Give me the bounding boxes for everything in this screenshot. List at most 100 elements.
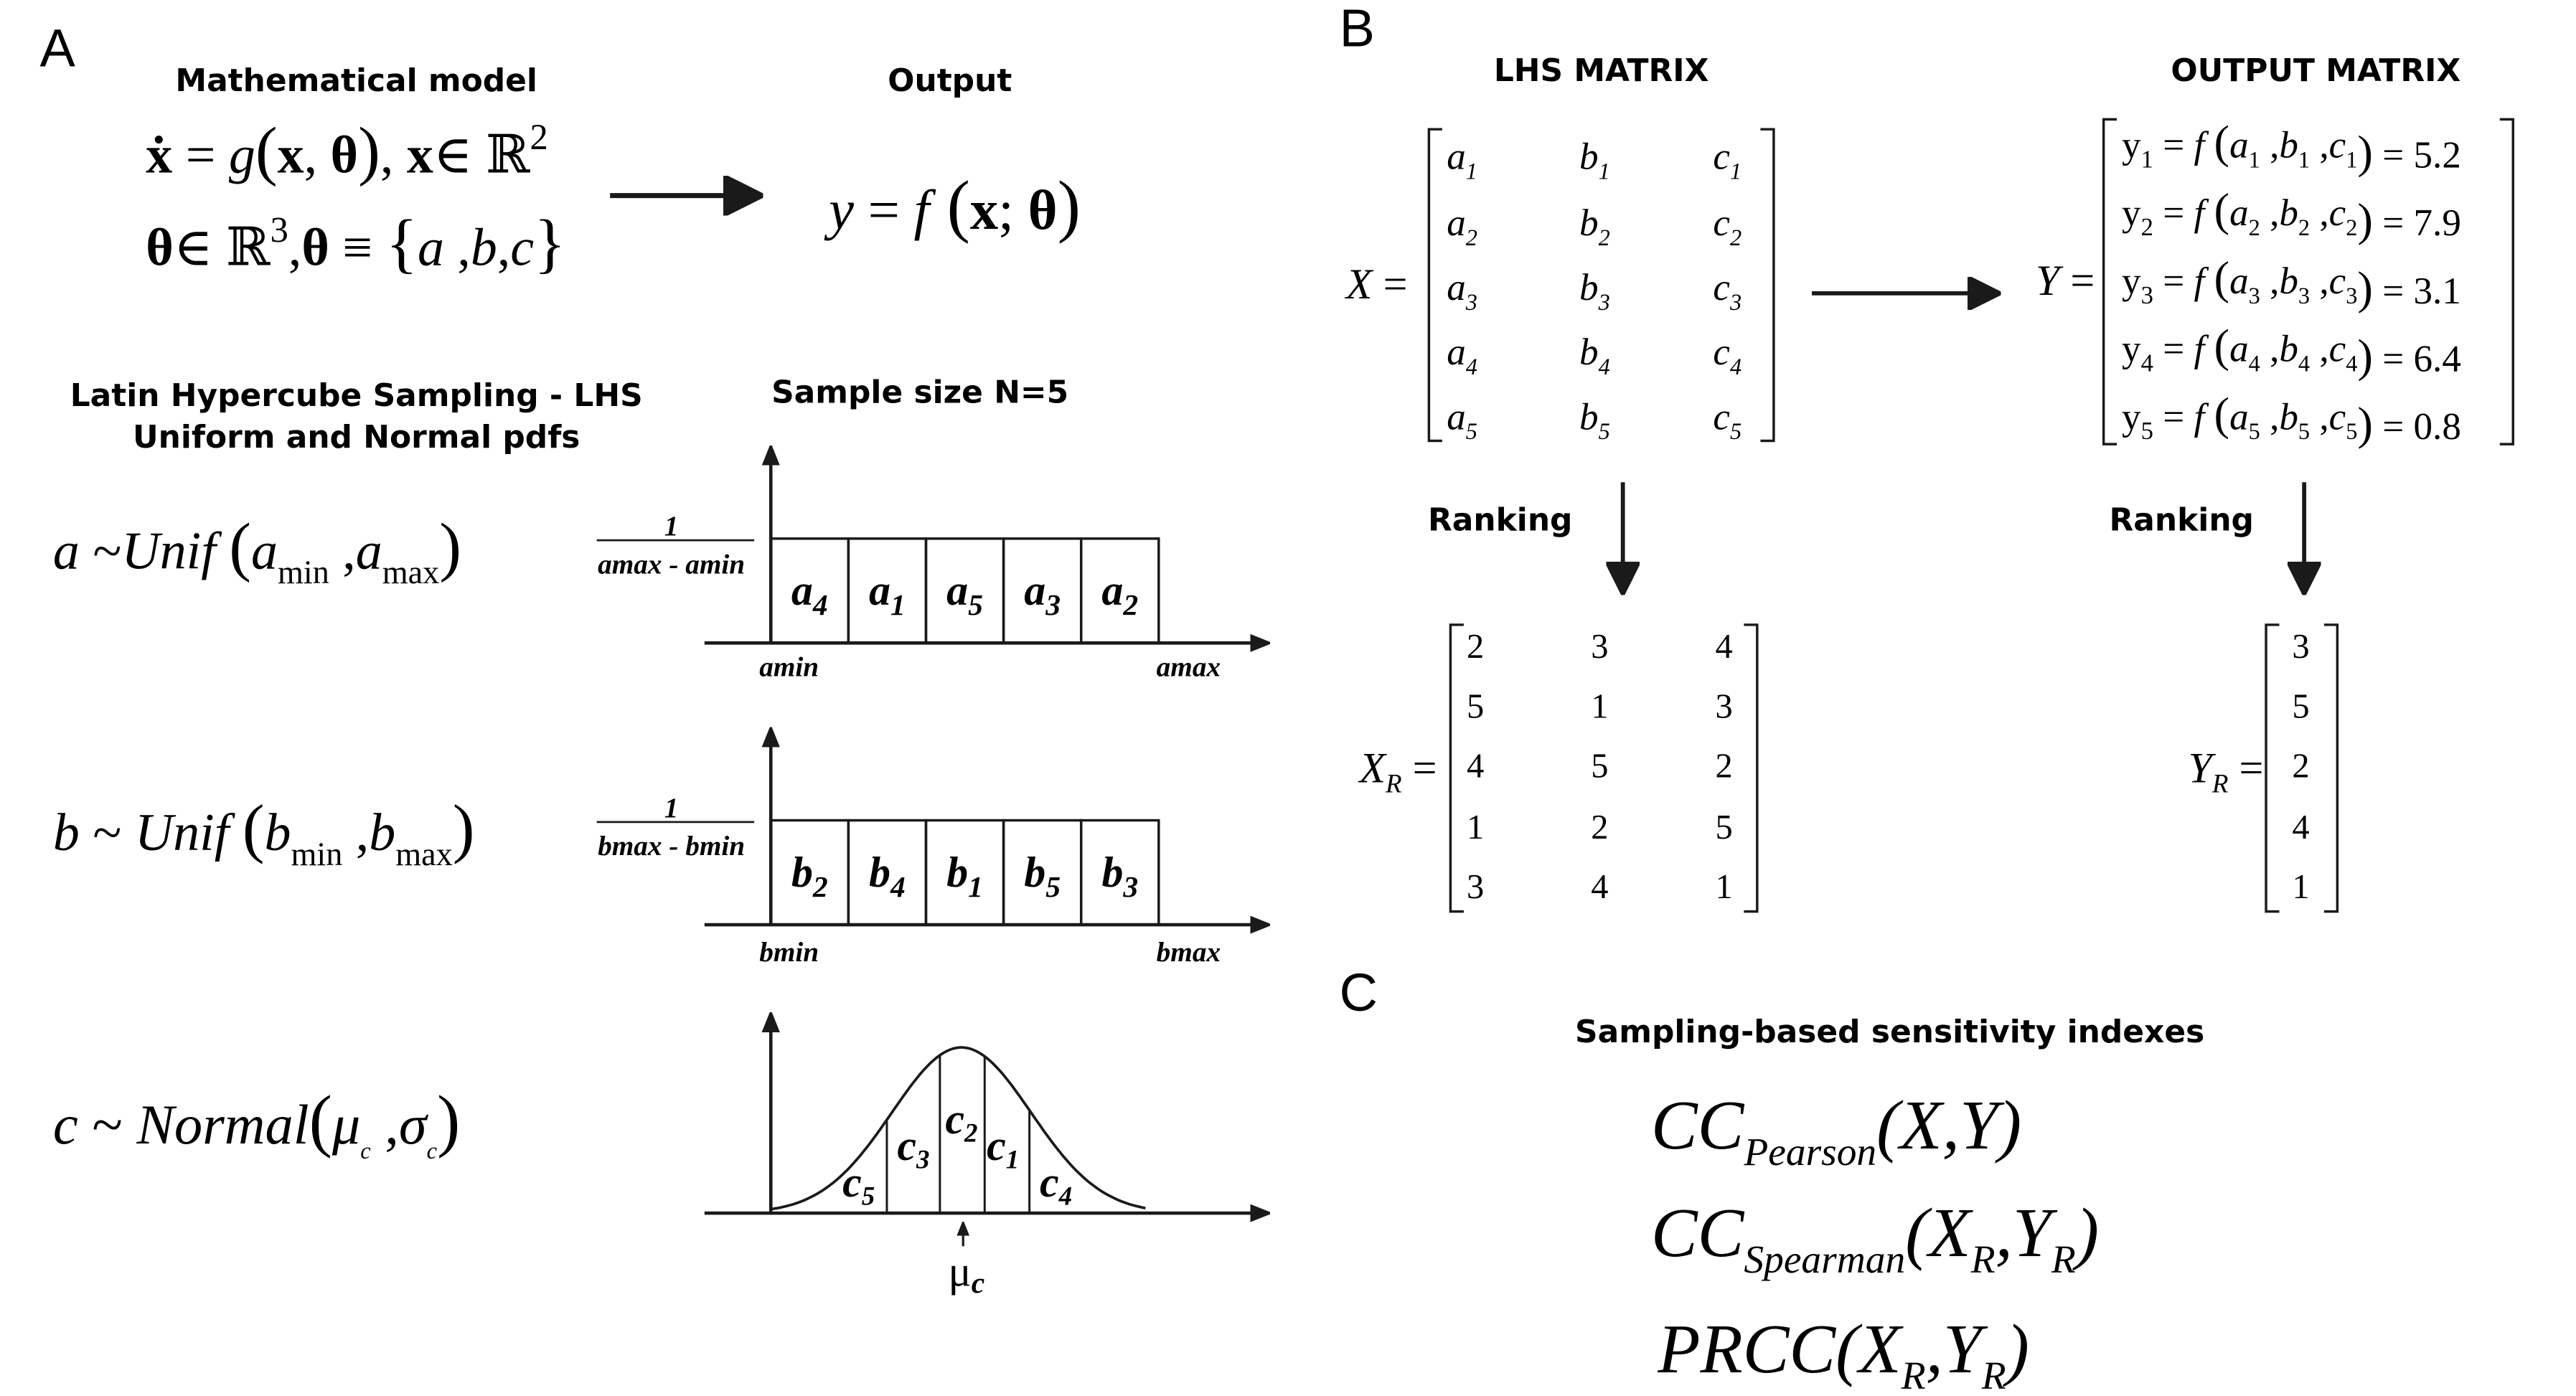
stratum-label: c5 (842, 1158, 875, 1211)
dist-c-equation: c ~ Normal(μc ,σc) (53, 1082, 460, 1164)
x-matrix-right-bracket (1760, 128, 1775, 443)
ranked-output-cell: 4 (2292, 808, 2309, 846)
index-prcc: PRCC(XR,YR) (1657, 1311, 2029, 1396)
ranked-output-cell: 2 (2292, 747, 2309, 785)
ranked-lhs-cell: 3 (1715, 687, 1732, 725)
a-density-denominator: amax - amin (598, 549, 745, 580)
ranked-output-vector-cells: 3 5 2 4 1 (2292, 628, 2309, 906)
lhs-matrix-cell: a3 (1447, 267, 1477, 315)
output-matrix-heading: OUTPUT MATRIX (2171, 52, 2460, 89)
stratum-label: c1 (987, 1121, 1019, 1174)
index-pearson: CCPearson(X,Y) (1651, 1087, 2021, 1174)
dist-a-equation: a ~Unif (amin ,amax) (53, 509, 461, 590)
output-matrix-row: y3 = f (a3 ,b3 ,c3) = 3.1 (2122, 252, 2461, 314)
panel-label-b: B (1340, 0, 1375, 58)
output-equation: y = f (x; θ) (824, 167, 1081, 244)
lhs-matrix-cell: b3 (1579, 267, 1610, 315)
ranking-left-label: Ranking (1428, 501, 1573, 538)
stratum-label: c4 (1040, 1158, 1072, 1211)
ranked-lhs-cell: 2 (1467, 628, 1484, 666)
b-density-numerator: 1 (664, 793, 679, 824)
ranked-lhs-cell: 1 (1467, 808, 1484, 846)
ranked-lhs-cell: 1 (1715, 868, 1732, 906)
y-matrix-right-bracket (2499, 118, 2514, 445)
ranked-lhs-matrix-cells: 2 3 4 5 1 3 4 5 2 1 2 5 3 4 1 (1467, 628, 1733, 906)
lhs-interval-label: a5 (946, 566, 983, 621)
uniform-b-plot: 1 bmax - bmin b2 b4 b1 b5 b3 bmin bmax (596, 729, 1269, 968)
output-matrix-row: y2 = f (a2 ,b2 ,c2) = 7.9 (2122, 184, 2461, 246)
lhs-interval-label: b4 (869, 848, 906, 903)
lhs-interval-label: a3 (1024, 566, 1061, 621)
ranked-lhs-cell: 3 (1591, 628, 1608, 666)
lhs-matrix-heading: LHS MATRIX (1494, 52, 1709, 89)
model-heading: Mathematical model (175, 62, 537, 99)
lhs-interval-label: b2 (791, 848, 828, 903)
x-matrix-label: X = (1345, 260, 1408, 308)
output-matrix-rows: y1 = f (a1 ,b1 ,c1) = 5.2y2 = f (a2 ,b2 … (2122, 115, 2461, 450)
lhs-matrix-cell: b5 (1579, 396, 1610, 444)
lhs-matrix-cell: c2 (1713, 202, 1741, 250)
b-max-label: bmax (1157, 937, 1221, 968)
ranked-lhs-cell: 5 (1467, 687, 1484, 725)
lhs-interval-label: a1 (869, 566, 906, 621)
x-matrix-left-bracket (1427, 128, 1442, 443)
output-heading: Output (888, 62, 1012, 99)
lhs-matrix-cell: b4 (1579, 331, 1610, 379)
a-blocks: a4 a1 a5 a3 a2 (769, 537, 1160, 645)
stratum-label: c2 (945, 1095, 977, 1148)
a-min-label: amin (759, 652, 819, 683)
ranking-right-label: Ranking (2109, 501, 2254, 538)
lhs-matrix-cell: b1 (1579, 136, 1610, 184)
xr-matrix-label: XR = (1358, 743, 1437, 798)
panel-label-c: C (1340, 963, 1378, 1022)
normal-c-plot: c5 c3 c2 c1 c4 μc (704, 1014, 1268, 1299)
xr-matrix-right-bracket (1744, 623, 1759, 913)
output-matrix-row: y4 = f (a4 ,b4 ,c4) = 6.4 (2122, 320, 2461, 382)
lhs-interval-box (1079, 819, 1160, 926)
c-strata-dividers (885, 1055, 1031, 1214)
lhs-matrix-cell: c4 (1713, 331, 1741, 379)
lhs-matrix-cell: b2 (1579, 202, 1610, 250)
lhs-matrix-cell: c5 (1713, 396, 1741, 444)
ranked-lhs-cell: 5 (1591, 747, 1608, 785)
b-blocks: b2 b4 b1 b5 b3 (769, 819, 1160, 926)
lhs-matrix-cells: a1 b1 c1 a2 b2 c2 a3 b3 c3 a4 b4 c4 a5 b5 c5 (1447, 136, 1741, 445)
lhs-interval-label: a4 (791, 566, 828, 621)
lhs-matrix-cell: a4 (1447, 331, 1477, 379)
yr-vector-left-bracket (2265, 623, 2280, 913)
normal-density-curve (770, 1046, 1146, 1211)
lhs-matrix-cell: a1 (1447, 136, 1477, 184)
ranked-output-cell: 5 (2292, 687, 2309, 725)
lhs-matrix-cell: c3 (1713, 267, 1741, 315)
yr-vector-label: YR = (2188, 743, 2263, 798)
ranked-lhs-cell: 5 (1715, 808, 1732, 846)
lhs-matrix-cell: a2 (1447, 202, 1477, 250)
b-min-label: bmin (759, 937, 819, 968)
lhs-subtitle: Uniform and Normal pdfs (133, 419, 580, 456)
a-max-label: amax (1157, 652, 1221, 683)
b-density-denominator: bmax - bmin (598, 831, 745, 862)
lhs-title: Latin Hypercube Sampling - LHS (70, 377, 643, 414)
sample-size-label: Sample size N=5 (771, 374, 1068, 410)
y-matrix-label: Y = (2036, 256, 2095, 304)
lhs-interval-box (1079, 537, 1160, 645)
sensitivity-title: Sampling-based sensitivity indexes (1575, 1014, 2204, 1050)
model-equation-2: θ∈ ℝ3,θ ≡ {a ,b,c} (146, 207, 565, 280)
lhs-matrix-cell: a5 (1447, 396, 1477, 444)
index-spearman: CCSpearman(XR,YR) (1651, 1194, 2099, 1281)
lhs-interval-label: b3 (1101, 848, 1138, 903)
output-matrix-row: y5 = f (a5 ,b5 ,c5) = 0.8 (2122, 387, 2461, 450)
ranked-lhs-cell: 2 (1591, 808, 1608, 846)
ranked-lhs-cell: 2 (1715, 747, 1732, 785)
ranked-lhs-cell: 1 (1591, 687, 1608, 725)
lhs-interval-label: b1 (946, 848, 983, 903)
a-density-numerator: 1 (664, 511, 679, 542)
lhs-interval-label: b5 (1024, 848, 1061, 903)
ranked-lhs-cell: 4 (1715, 628, 1732, 666)
ranked-output-cell: 3 (2292, 628, 2309, 666)
output-matrix-row: y1 = f (a1 ,b1 ,c1) = 5.2 (2122, 115, 2461, 178)
panel-label-a: A (39, 18, 75, 77)
ranked-lhs-cell: 3 (1467, 868, 1484, 906)
